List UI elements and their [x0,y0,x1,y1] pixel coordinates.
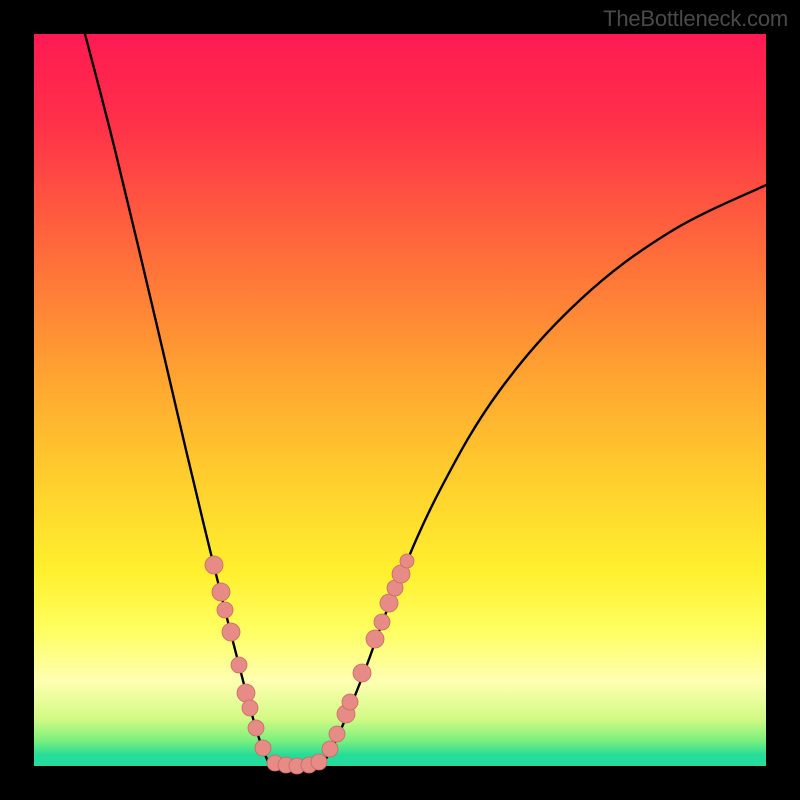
plot-area [34,34,766,766]
left-marker [222,623,240,641]
left-marker [242,700,258,716]
left-marker [217,602,233,618]
left-marker [255,740,271,756]
left-marker [205,556,223,574]
right-marker [366,630,384,648]
left-marker [237,684,255,702]
right-marker [374,614,390,630]
right-marker [329,726,345,742]
right-marker [380,594,398,612]
watermark-text: TheBottleneck.com [603,6,788,32]
right-marker [342,694,358,710]
valley-marker [311,754,327,770]
left-marker [248,720,264,736]
left-marker [231,657,247,673]
right-marker [353,664,371,682]
right-marker [322,741,338,757]
bottleneck-chart [0,0,800,800]
right-marker [400,554,414,568]
left-marker [212,583,230,601]
